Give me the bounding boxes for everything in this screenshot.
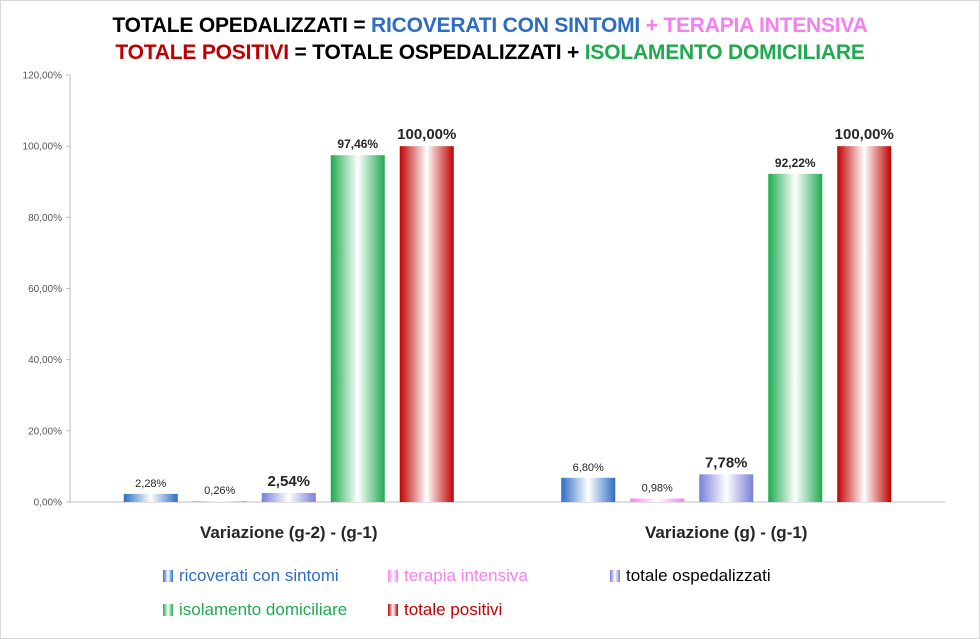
bar-terapia-intensiva-1 (630, 498, 685, 502)
legend-swatch (163, 604, 173, 616)
legend-swatch (388, 570, 398, 582)
y-tick-label: 0,00% (34, 498, 62, 509)
y-tick-label: 60,00% (28, 284, 62, 295)
title-2-part-3: ISOLAMENTO DOMICILIARE (584, 41, 865, 64)
chart-title: TOTALE OPEDALIZZATI = RICOVERATI CON SIN… (0, 12, 980, 66)
data-label: 100,00% (835, 126, 894, 143)
bar-totale-ospedalizzati-1 (699, 474, 754, 502)
legend-label: isolamento domiciliare (179, 600, 348, 619)
legend-label: terapia intensiva (404, 566, 528, 585)
y-tick-label: 80,00% (28, 213, 62, 224)
legend-label: ricoverati con sintomi (179, 566, 339, 585)
title-line-1: TOTALE OPEDALIZZATI = RICOVERATI CON SIN… (0, 12, 980, 39)
legend-item-isolamento-domiciliare: isolamento domiciliare (163, 600, 347, 620)
bars (123, 146, 892, 502)
y-tick-label: 120,00% (23, 71, 63, 82)
y-tick-label: 40,00% (28, 355, 62, 366)
data-label: 92,22% (775, 156, 816, 170)
legend-label: totale positivi (404, 600, 503, 619)
bar-isolamento-domiciliare-1 (768, 173, 823, 502)
bar-totale-positivi-0 (399, 146, 454, 502)
category-label: Variazione (g) - (g-1) (645, 523, 807, 542)
legend-swatch (388, 604, 398, 616)
title-1-part-3: + TERAPIA INTENSIVA (640, 14, 868, 37)
title-1-part-2: RICOVERATI CON SINTOMI (371, 14, 641, 37)
bar-ricoverati-con-sintomi-0 (123, 493, 178, 502)
data-label: 7,78% (705, 454, 748, 471)
title-2-part-1: TOTALE POSITIVI (115, 41, 289, 64)
title-2-part-2: = TOTALE OSPEDALIZZATI + (288, 41, 585, 64)
data-label: 2,54% (267, 473, 310, 490)
category-label: Variazione (g-2) - (g-1) (200, 523, 378, 542)
data-label: 97,46% (337, 137, 378, 151)
data-label: 100,00% (397, 126, 456, 143)
bar-totale-ospedalizzati-0 (261, 492, 316, 502)
data-label: 6,80% (573, 462, 604, 474)
data-label: 0,26% (204, 485, 235, 497)
bar-chart: 0,00% 20,00% 40,00% 60,00% 80,00% 100,00% 120,… (23, 71, 945, 542)
data-label: 2,28% (135, 478, 166, 490)
title-line-2: TOTALE POSITIVI = TOTALE OSPEDALIZZATI +… (0, 39, 980, 66)
bar-totale-positivi-1 (837, 146, 892, 502)
y-tick-label: 100,00% (23, 142, 63, 153)
data-label: 0,98% (642, 483, 673, 495)
value-labels: 2,28% 0,26% 2,54% 97,46% 100,00% 6,80% 0,98% 7,… (135, 126, 894, 497)
legend-label: totale ospedalizzati (626, 566, 771, 585)
category-labels: Variazione (g-2) - (g-1) Variazione (g) -… (200, 523, 808, 542)
legend-swatch (610, 570, 620, 582)
bar-ricoverati-con-sintomi-1 (561, 477, 616, 502)
bar-terapia-intensiva-0 (192, 501, 247, 502)
legend-swatch (163, 570, 173, 582)
title-1-part-1: TOTALE OPEDALIZZATI = (112, 14, 372, 37)
y-tick-label: 20,00% (28, 426, 62, 437)
legend-item-terapia-intensiva: terapia intensiva (388, 566, 528, 586)
bar-isolamento-domiciliare-0 (330, 155, 385, 502)
legend-item-totale-positivi: totale positivi (388, 600, 502, 620)
legend-item-totale-ospedalizzati: totale ospedalizzati (610, 566, 771, 586)
legend-item-ricoverati-con-sintomi: ricoverati con sintomi (163, 566, 339, 586)
